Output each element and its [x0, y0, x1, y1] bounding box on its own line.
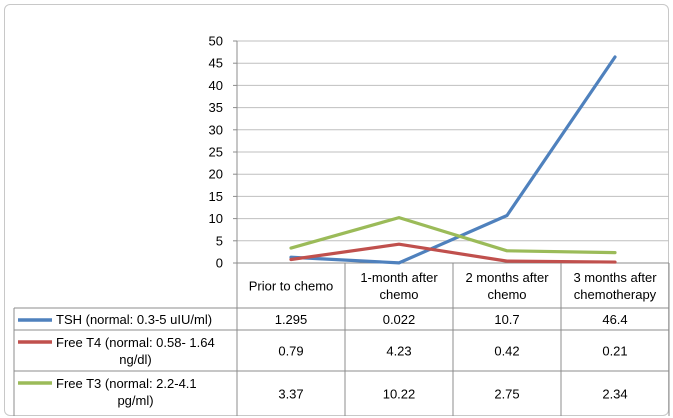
- x-category-label-line: chemo: [379, 287, 418, 302]
- y-tick-label: 40: [209, 78, 223, 93]
- gridlines: [237, 40, 669, 242]
- data-cell: 0.21: [602, 344, 627, 359]
- data-cell: 3.37: [278, 387, 303, 402]
- legend-label: Free T4 (normal: 0.58- 1.64: [56, 335, 215, 350]
- x-category-label-line: Prior to chemo: [249, 279, 334, 294]
- series-line: [289, 242, 617, 264]
- data-cell: 0.42: [494, 344, 519, 359]
- y-tick-label: 50: [209, 34, 223, 49]
- data-cell: 0.022: [383, 312, 416, 327]
- x-category-label-line: 1-month after: [360, 270, 438, 285]
- x-category-label: Prior to chemo: [249, 279, 334, 294]
- y-tick-label: 35: [209, 100, 223, 115]
- legend-label: ng/dl): [119, 352, 152, 367]
- y-tick-label: 30: [209, 122, 223, 137]
- series-line: [289, 216, 617, 255]
- data-cell: 10.22: [383, 387, 416, 402]
- chart-frame: [4, 4, 669, 416]
- y-tick-label: 20: [209, 167, 223, 182]
- data-cell: 10.7: [494, 312, 519, 327]
- x-category-label-line: chemotherapy: [574, 287, 657, 302]
- x-category-label-line: 3 months after: [573, 270, 657, 285]
- data-cell: 0.79: [278, 344, 303, 359]
- x-category-label: 3 months after chemotherapy: [573, 270, 657, 302]
- legend-label: TSH (normal: 0.3-5 uIU/ml): [56, 312, 212, 327]
- data-cell: 46.4: [602, 312, 627, 327]
- y-tick-label: 15: [209, 189, 223, 204]
- x-category-label-line: chemo: [487, 287, 526, 302]
- y-axis: 0 5 10 15 20 25 30 35 40 45 50: [209, 34, 238, 416]
- series-lines: [289, 55, 617, 265]
- legend-label: Free T3 (normal: 2.2-4.1: [56, 376, 197, 391]
- y-tick-label: 10: [209, 211, 223, 226]
- legend-label: pg/ml): [117, 393, 153, 408]
- data-cell: 4.23: [386, 344, 411, 359]
- y-tick-label: 45: [209, 56, 223, 71]
- x-category-label-line: 2 months after: [465, 270, 549, 285]
- x-category-label: 1-month after chemo: [360, 270, 438, 302]
- y-tick-label: 25: [209, 145, 223, 160]
- y-tick-label: 0: [216, 256, 223, 271]
- y-tick-label: 5: [216, 233, 223, 248]
- data-cell: 2.75: [494, 387, 519, 402]
- x-category-label: 2 months after chemo: [465, 270, 549, 302]
- data-cell: 1.295: [275, 312, 308, 327]
- series-line: [289, 55, 617, 265]
- data-cell: 2.34: [602, 387, 627, 402]
